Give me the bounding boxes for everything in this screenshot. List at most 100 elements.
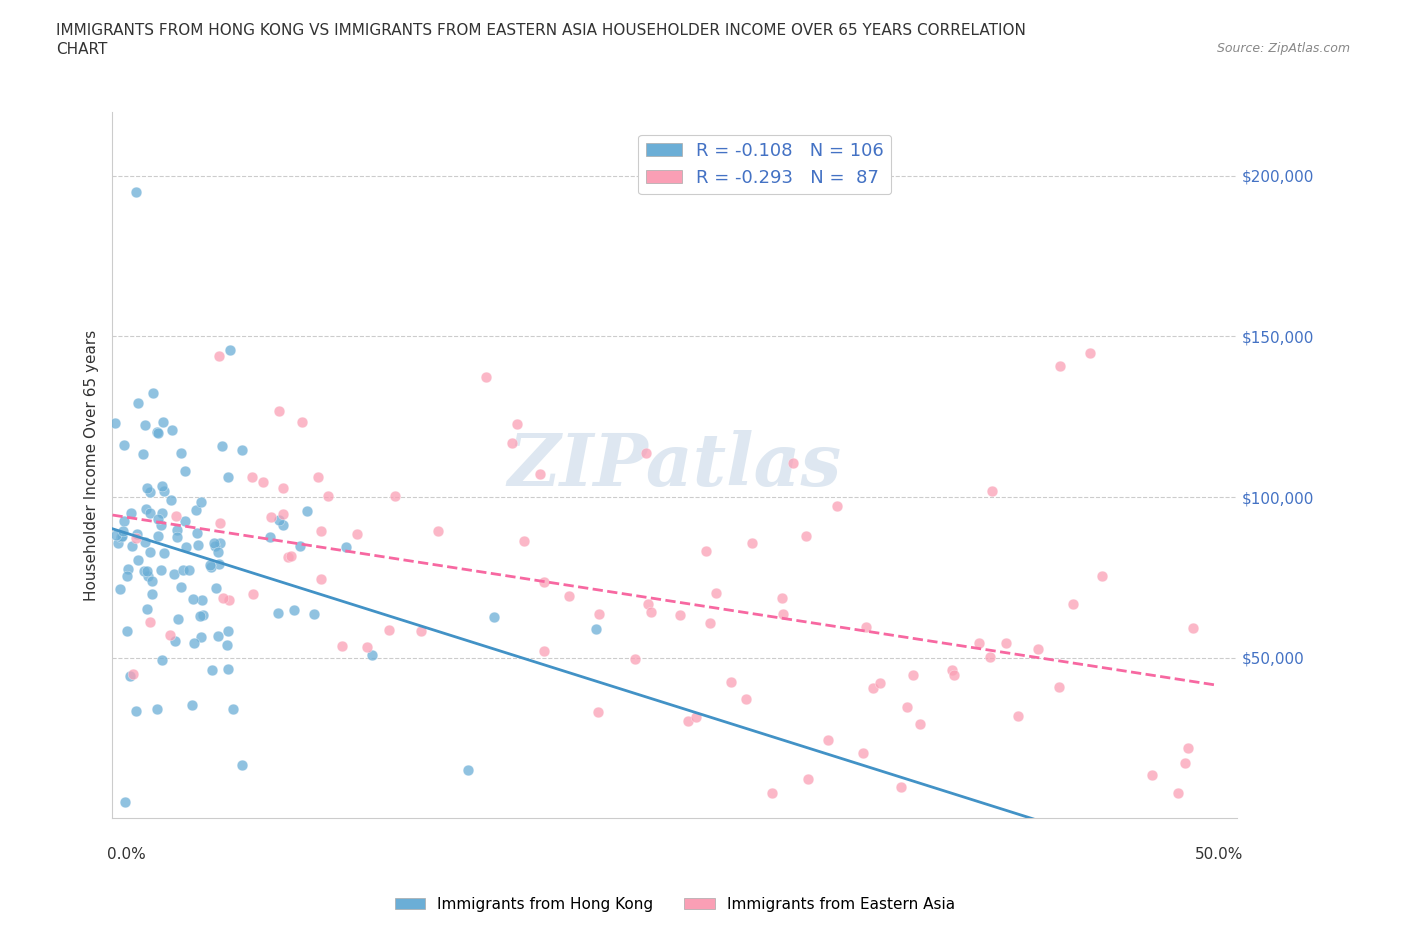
Point [1090, 568, 1112, 583]
Point [634, 445, 657, 460]
Point [513, 533, 536, 548]
Point [204, 538, 226, 553]
Point [167, 612, 190, 627]
Point [699, 616, 721, 631]
Point [409, 624, 432, 639]
Point [183, 591, 205, 606]
Point [117, 624, 139, 639]
Point [184, 503, 207, 518]
Point [967, 636, 990, 651]
Point [1177, 741, 1199, 756]
Text: 50.0%: 50.0% [1195, 846, 1243, 862]
Point [146, 702, 169, 717]
Point [142, 385, 165, 400]
Point [124, 184, 146, 199]
Point [222, 701, 245, 716]
Point [208, 556, 231, 571]
Point [121, 667, 143, 682]
Point [190, 609, 212, 624]
Point [104, 416, 127, 431]
Point [704, 585, 727, 600]
Point [117, 562, 139, 577]
Point [110, 581, 132, 596]
Point [1167, 785, 1189, 800]
Point [309, 572, 332, 587]
Point [208, 536, 231, 551]
Point [173, 463, 195, 478]
Point [896, 699, 918, 714]
Point [136, 602, 159, 617]
Point [908, 716, 931, 731]
Point [585, 622, 607, 637]
Point [855, 619, 877, 634]
Point [120, 506, 142, 521]
Point [761, 785, 783, 800]
Point [205, 580, 228, 595]
Point [202, 536, 225, 551]
Point [186, 525, 208, 540]
Point [586, 704, 609, 719]
Point [852, 746, 875, 761]
Point [177, 563, 200, 578]
Point [191, 607, 214, 622]
Point [640, 604, 662, 619]
Point [180, 698, 202, 712]
Point [112, 437, 135, 452]
Point [136, 568, 159, 583]
Point [1049, 359, 1071, 374]
Y-axis label: Householder Income Over 65 years: Householder Income Over 65 years [83, 329, 98, 601]
Point [141, 587, 163, 602]
Point [136, 564, 159, 578]
Point [637, 596, 659, 611]
Point [427, 524, 450, 538]
Point [217, 470, 239, 485]
Point [160, 493, 183, 508]
Point [135, 481, 157, 496]
Point [165, 633, 187, 648]
Point [219, 342, 242, 357]
Point [302, 606, 325, 621]
Text: CHART: CHART [56, 42, 108, 57]
Point [134, 534, 156, 549]
Point [160, 422, 183, 437]
Point [166, 523, 188, 538]
Legend: Immigrants from Hong Kong, Immigrants from Eastern Asia: Immigrants from Hong Kong, Immigrants fr… [388, 891, 962, 918]
Point [207, 629, 229, 644]
Point [980, 484, 1002, 498]
Point [267, 606, 290, 621]
Point [259, 529, 281, 544]
Point [217, 623, 239, 638]
Point [482, 610, 505, 625]
Point [501, 435, 523, 450]
Point [941, 662, 963, 677]
Point [107, 536, 129, 551]
Point [384, 488, 406, 503]
Point [105, 527, 128, 542]
Point [311, 524, 333, 538]
Point [152, 415, 174, 430]
Point [280, 548, 302, 563]
Point [217, 661, 239, 676]
Point [125, 703, 148, 718]
Point [146, 528, 169, 543]
Point [190, 630, 212, 644]
Text: IMMIGRANTS FROM HONG KONG VS IMMIGRANTS FROM EASTERN ASIA HOUSEHOLDER INCOME OVE: IMMIGRANTS FROM HONG KONG VS IMMIGRANTS … [56, 23, 1026, 38]
Point [118, 669, 141, 684]
Point [152, 484, 174, 498]
Point [267, 404, 290, 418]
Point [1047, 679, 1070, 694]
Point [242, 586, 264, 601]
Point [890, 779, 912, 794]
Point [211, 438, 233, 453]
Point [676, 713, 699, 728]
Point [346, 527, 368, 542]
Point [218, 592, 240, 607]
Point [1078, 345, 1101, 360]
Point [139, 615, 162, 630]
Point [231, 442, 253, 457]
Point [159, 628, 181, 643]
Point [782, 456, 804, 471]
Point [215, 638, 238, 653]
Point [283, 603, 305, 618]
Point [231, 758, 253, 773]
